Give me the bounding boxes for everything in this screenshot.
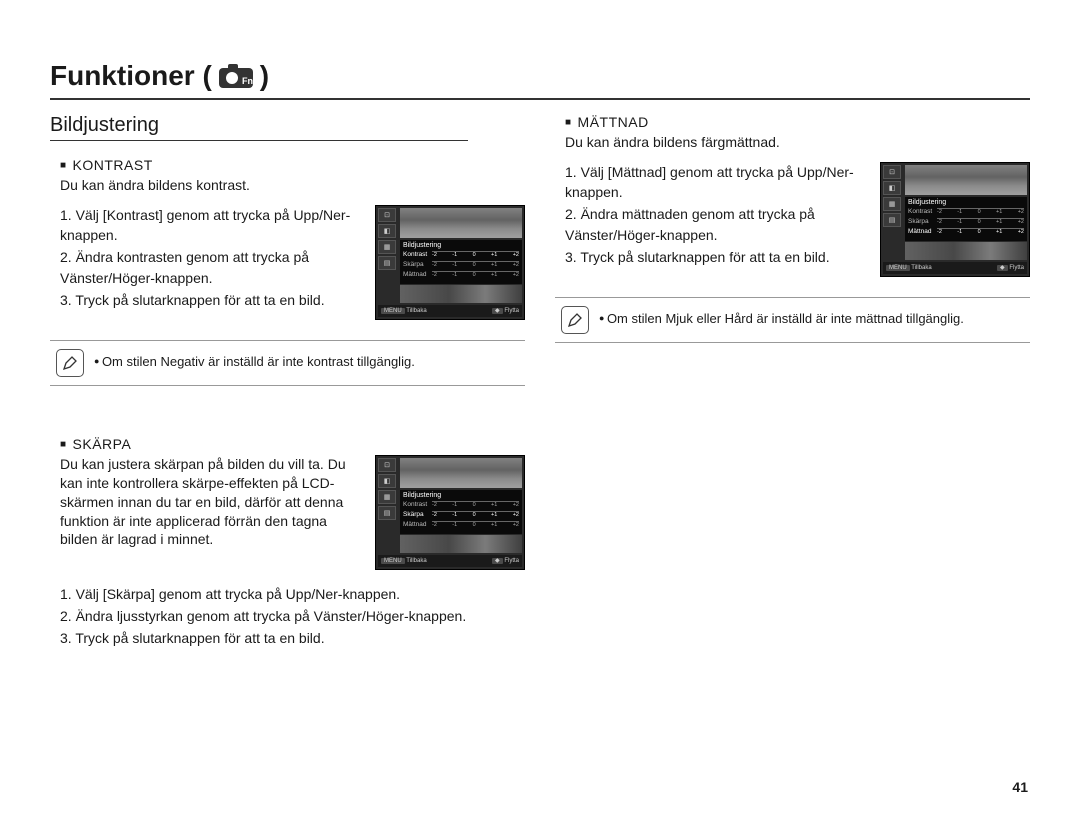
steps-skarpa: 1. Välj [Skärpa] genom att trycka på Upp… [60,584,525,649]
note-text: Om stilen Mjuk eller Hård är inställd är… [599,306,964,328]
section-title-bildjustering: Bildjustering [50,114,468,141]
content-columns: Bildjustering KONTRAST Du kan ändra bild… [50,114,1030,677]
lcd-preview-kontrast: ⊡◧▦▤ BildjusteringKontrast-2-10+1+2Skärp… [375,205,525,320]
desc-skarpa: Du kan justera skärpan på bilden du vill… [60,455,363,549]
pencil-note-icon [56,349,84,377]
step: 3. Tryck på slutarknappen för att ta en … [565,247,868,267]
step: 3. Tryck på slutarknappen för att ta en … [60,628,525,648]
step: 1. Välj [Mättnad] genom att trycka på Up… [565,162,868,203]
left-column: Bildjustering KONTRAST Du kan ändra bild… [50,114,525,677]
page-number: 41 [1012,779,1028,795]
page-header: Funktioner ( Fn ) [50,60,1030,100]
pencil-note-icon [561,306,589,334]
step: 1. Välj [Skärpa] genom att trycka på Upp… [60,584,525,604]
header-title-suffix: ) [260,60,269,92]
step: 2. Ändra ljusstyrkan genom att trycka på… [60,606,525,626]
header-title-prefix: Funktioner ( [50,60,212,92]
step: 2. Ändra mättnaden genom att trycka på V… [565,204,868,245]
right-column: MÄTTNAD Du kan ändra bildens färgmättnad… [555,114,1030,677]
camera-fn-icon: Fn [218,63,254,89]
step: 1. Välj [Kontrast] genom att trycka på U… [60,205,363,246]
lcd-preview-skarpa: ⊡◧▦▤ BildjusteringKontrast-2-10+1+2Skärp… [375,455,525,570]
note-mattnad: Om stilen Mjuk eller Hård är inställd är… [555,297,1030,343]
subsection-skarpa: SKÄRPA Du kan justera skärpan på bilden … [50,436,525,649]
heading-skarpa: SKÄRPA [60,436,525,452]
desc-mattnad: Du kan ändra bildens färgmättnad. [565,133,1030,152]
steps-mattnad: 1. Välj [Mättnad] genom att trycka på Up… [565,162,868,277]
steps-kontrast: 1. Välj [Kontrast] genom att trycka på U… [60,205,363,320]
svg-text:Fn: Fn [242,76,253,86]
subsection-mattnad: MÄTTNAD Du kan ändra bildens färgmättnad… [555,114,1030,343]
heading-kontrast: KONTRAST [60,157,525,173]
note-kontrast: Om stilen Negativ är inställd är inte ko… [50,340,525,386]
lcd-preview-mattnad: ⊡◧▦▤ BildjusteringKontrast-2-10+1+2Skärp… [880,162,1030,277]
step: 2. Ändra kontrasten genom att trycka på … [60,247,363,288]
desc-kontrast: Du kan ändra bildens kontrast. [60,176,525,195]
heading-mattnad: MÄTTNAD [565,114,1030,130]
note-text: Om stilen Negativ är inställd är inte ko… [94,349,415,371]
step: 3. Tryck på slutarknappen för att ta en … [60,290,363,310]
subsection-kontrast: KONTRAST Du kan ändra bildens kontrast. … [50,157,525,386]
